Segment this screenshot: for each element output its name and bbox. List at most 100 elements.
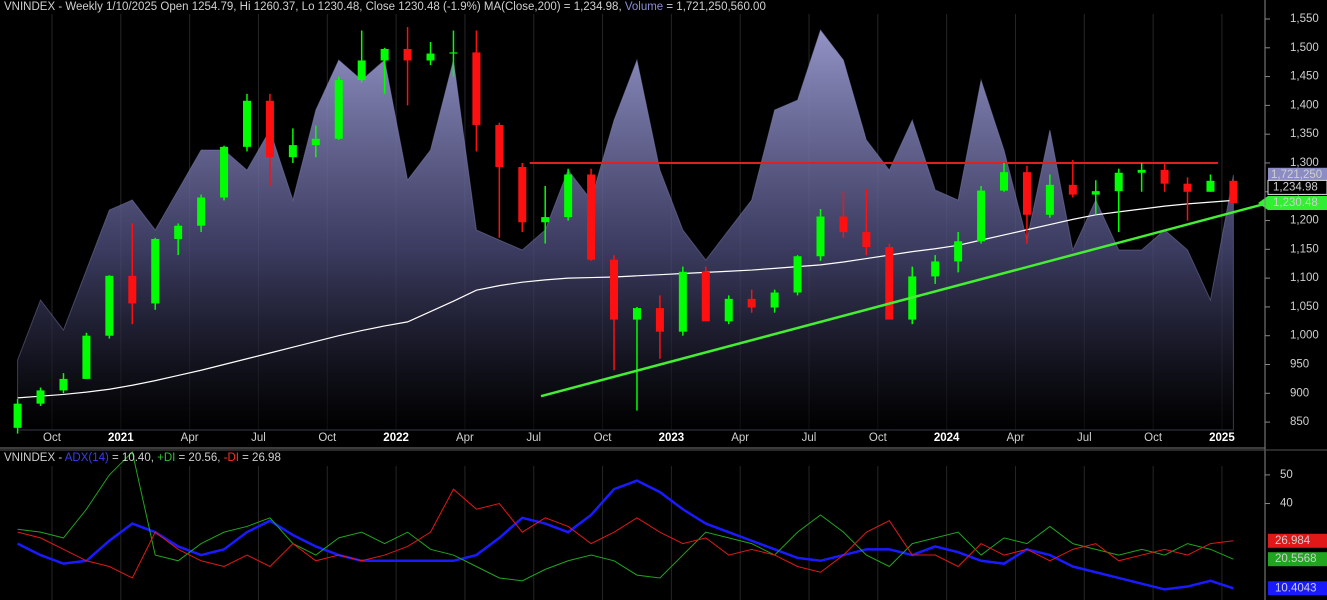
legend-plus-di: +DI xyxy=(157,452,175,464)
candle-body xyxy=(541,217,550,223)
close-tag-label: 1,230.48 xyxy=(1273,197,1318,209)
candle-body xyxy=(724,298,733,322)
value-tag-label: 26.984 xyxy=(1275,535,1311,547)
y-tick-label: 1,150 xyxy=(1290,243,1319,255)
candle-body xyxy=(449,52,458,54)
candle-body xyxy=(632,308,641,320)
title-text: = 20.56, xyxy=(175,452,223,464)
title-text: VNINDEX - Weekly 1/10/2025 Open 1254.79,… xyxy=(4,1,625,13)
indicator-line xyxy=(17,479,1234,591)
candle-body xyxy=(678,271,687,332)
x-tick-label: Apr xyxy=(1007,432,1025,444)
y-tick-label: 1,350 xyxy=(1290,128,1319,140)
title-text: = 10.40, xyxy=(109,452,157,464)
candle-body xyxy=(36,390,45,404)
y-tick-label: 1,200 xyxy=(1290,215,1319,227)
candle-body xyxy=(770,292,779,308)
indicator-title: VNINDEX - ADX(14) = 10.40, +DI = 20.56, … xyxy=(4,452,281,464)
x-tick-label: 2023 xyxy=(659,432,685,444)
background-layer xyxy=(17,14,1234,600)
y-tick-label: 50 xyxy=(1280,469,1293,481)
candle-body xyxy=(655,308,664,332)
y-tick-label: 40 xyxy=(1280,498,1293,510)
candle-body xyxy=(1206,180,1215,192)
candle-body xyxy=(610,259,619,320)
y-tick-label: 850 xyxy=(1290,416,1309,428)
y-tick-label: 1,550 xyxy=(1290,13,1319,25)
candle-body xyxy=(128,275,137,304)
close-tag xyxy=(1258,195,1327,210)
candle-body xyxy=(793,256,802,293)
value-tag-label: 10.4043 xyxy=(1275,582,1317,594)
ma-tag xyxy=(1267,179,1327,195)
candle-body xyxy=(1183,183,1192,192)
y-tick-label: 1,000 xyxy=(1290,330,1319,342)
y-tick-label: 1,300 xyxy=(1290,157,1319,169)
candle-body xyxy=(265,100,274,158)
candle-body xyxy=(82,335,91,379)
candle-body xyxy=(885,247,894,320)
x-tick-label: Apr xyxy=(456,432,474,444)
y-tick-label: 1,100 xyxy=(1290,272,1319,284)
candle-body xyxy=(334,80,343,139)
candle-body xyxy=(1045,184,1054,215)
chart-title: VNINDEX - Weekly 1/10/2025 Open 1254.79,… xyxy=(4,1,766,13)
candle-body xyxy=(1091,191,1100,195)
volume-tag-label: 1,721,250 xyxy=(1271,169,1322,181)
candle-body xyxy=(564,174,573,218)
title-volume: Volume xyxy=(625,1,663,13)
x-tick-label: Oct xyxy=(869,432,888,444)
candle-body xyxy=(931,261,940,277)
candle-body xyxy=(1068,184,1077,195)
candle-body xyxy=(105,275,114,336)
candle-body xyxy=(701,271,710,322)
candle-body xyxy=(357,60,366,81)
candle-body xyxy=(220,146,229,198)
candle-body xyxy=(1022,172,1031,215)
value-tag xyxy=(1268,552,1327,567)
candle-body xyxy=(174,225,183,239)
ma-tag-label: 1,234.98 xyxy=(1273,181,1318,193)
candle-body xyxy=(59,378,68,391)
candle-body xyxy=(862,232,871,248)
x-tick-label: Apr xyxy=(181,432,199,444)
y-tick-label: 1,450 xyxy=(1290,71,1319,83)
candle-body xyxy=(380,48,389,61)
candle-body xyxy=(311,138,320,146)
x-tick-label: Jul xyxy=(526,432,541,444)
candle-body xyxy=(426,53,435,61)
ma-line xyxy=(17,199,1234,399)
candle-body xyxy=(403,48,412,61)
x-tick-label: Apr xyxy=(731,432,749,444)
x-tick-label: Jul xyxy=(1077,432,1092,444)
title-text: VNINDEX - xyxy=(4,452,65,464)
y-tick-label: 950 xyxy=(1290,359,1309,371)
x-tick-label: Jul xyxy=(802,432,817,444)
candle-body xyxy=(495,124,504,167)
candle-body xyxy=(977,190,986,242)
candle-body xyxy=(1000,172,1009,191)
title-text: = 26.98 xyxy=(239,452,281,464)
y-tick-label: 1,500 xyxy=(1290,42,1319,54)
x-tick-label: Oct xyxy=(318,432,337,444)
candle-body xyxy=(472,52,481,125)
candle-body xyxy=(242,100,251,147)
value-tag xyxy=(1268,581,1327,596)
candle-body xyxy=(747,298,756,308)
x-tick-label: Oct xyxy=(43,432,62,444)
x-tick-label: 2022 xyxy=(383,432,409,444)
value-tag xyxy=(1268,533,1327,548)
candle-body xyxy=(151,238,160,304)
candle-body xyxy=(1229,180,1238,203)
y-tick-label: 900 xyxy=(1290,387,1309,399)
x-tick-label: Jul xyxy=(251,432,266,444)
candle-body xyxy=(839,216,848,233)
candle-body xyxy=(13,403,22,428)
value-tag-label: 20.5568 xyxy=(1275,553,1317,565)
candle-body xyxy=(1137,169,1146,173)
plot-layer: Oct 2021 Apr Jul Oct 2022 Apr Jul Oct 2023 Apr Jul O… xyxy=(13,13,1327,596)
candle-body xyxy=(288,145,297,158)
x-tick-label: Oct xyxy=(594,432,613,444)
candle-body xyxy=(518,166,527,223)
